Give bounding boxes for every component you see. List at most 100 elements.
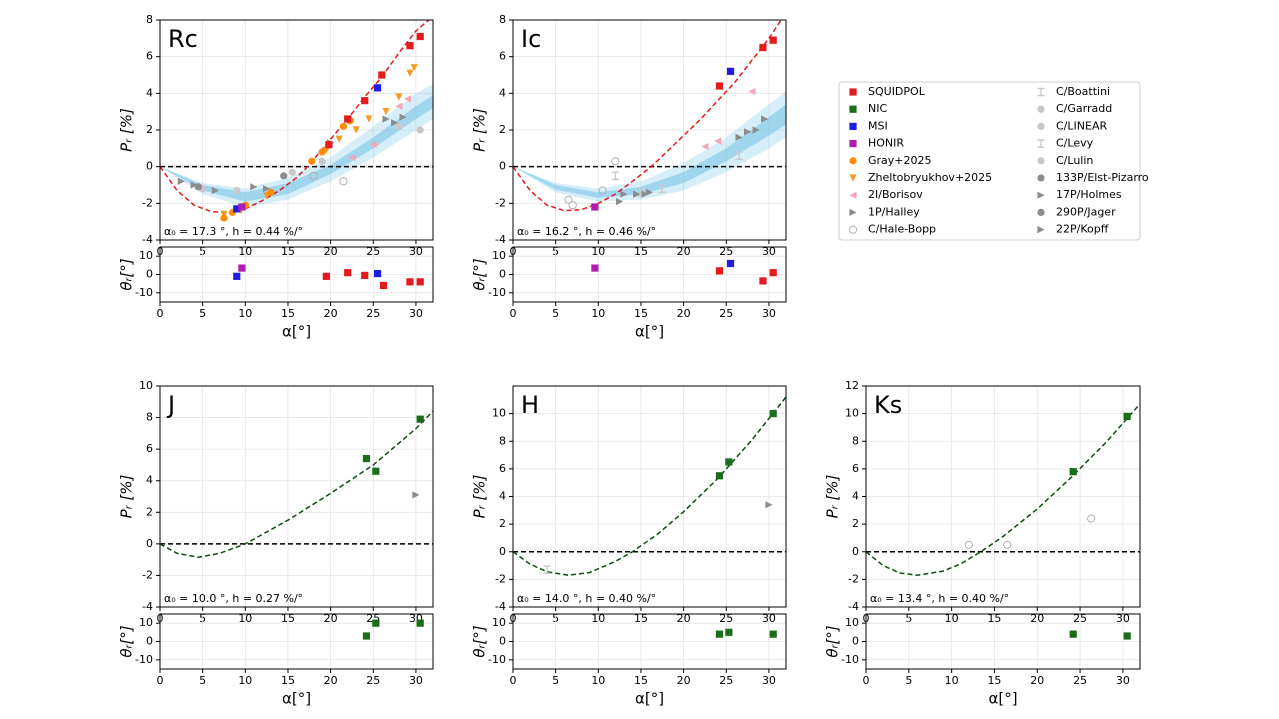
legend-marker [1037,191,1045,199]
data-point [344,269,352,277]
legend-label: C/Hale-Bopp [868,223,936,236]
plot-area [866,386,1140,607]
x-tick-label: 30 [762,307,776,320]
y-tick-label: 6 [852,462,859,475]
series [564,157,620,210]
y-tick-label: -10 [135,653,153,666]
x-axis-label: α[°] [282,323,311,341]
data-point [715,630,724,638]
panel-label: J [166,391,175,419]
series [726,259,735,268]
legend-label: C/Garradd [1056,102,1112,115]
fit-annotation: α₀ = 10.0 °, h = 0.27 %/° [164,592,303,605]
data-point [1003,540,1012,549]
axes-frame [159,19,434,241]
data-point [379,281,388,290]
data-point [361,97,369,105]
data-point [325,141,333,149]
fit-annotation: α₀ = 16.2 °, h = 0.46 %/° [517,225,656,238]
series [1069,412,1131,476]
data-point [725,628,733,636]
data-point [761,115,769,123]
y-tick-label: 2 [852,517,859,530]
y-tick-label: 2 [146,123,153,136]
axes-frame [159,246,434,303]
data-point [759,43,767,52]
series [591,264,599,272]
model-band [513,91,786,202]
data-point [339,177,348,186]
y-tick-label: 0 [499,268,506,281]
y-axis-label: Pᵣ [%] [824,475,842,519]
data-point [620,190,628,198]
y-tick-label: 4 [499,86,506,99]
y-tick-label: 0 [146,635,153,648]
y-tick-label: 0 [146,537,153,550]
fit-annotation: α₀ = 14.0 °, h = 0.40 %/° [517,592,656,605]
data-point [406,42,414,50]
data-point [1069,630,1077,638]
data-point [372,619,380,627]
y-tick-label: -10 [488,653,506,666]
model-band [160,95,433,202]
legend-label: C/Levy [1056,137,1094,150]
y-tick-label: 2 [146,505,153,518]
y-axis-label: Pᵣ [%] [471,108,489,152]
y-tick-label: -10 [488,286,506,299]
legend-label: 17P/Holmes [1056,188,1122,201]
y-tick-label: 12 [845,379,859,392]
data-point [416,278,424,286]
axes-frame [512,613,787,670]
x-tick-label: 15 [634,674,648,687]
legend-marker [1037,157,1045,165]
y-tick-label: 4 [146,86,153,99]
x-tick-label: 5 [199,674,206,687]
series [715,36,777,90]
data-point [1069,468,1077,476]
legend-label: C/Lulin [1056,154,1093,167]
model-band [160,84,433,207]
data-point [726,67,735,75]
data-point [769,269,777,277]
panel-label: Rc [168,25,198,53]
legend-label: 290P/Jager [1056,205,1116,218]
data-point [633,190,641,198]
x-tick-label: 10 [238,674,252,687]
series [238,264,246,272]
y-tick-label: 8 [499,13,506,26]
data-point [395,93,403,101]
x-tick-label: 0 [510,307,517,320]
series [620,115,769,198]
y-tick-label: 10 [492,407,506,420]
x-tick-label: 20 [324,674,338,687]
series [715,267,777,285]
legend-label: NIC [868,102,887,115]
y-tick-label: 6 [146,442,153,455]
legend-label: 1P/Halley [868,205,920,218]
y-tick-label: 2 [499,123,506,136]
plot-area [160,247,433,302]
legend-marker [849,122,857,130]
y-tick-label: 10 [492,249,506,262]
y-tick-label: -10 [841,653,859,666]
data-point [369,141,377,149]
data-point [591,264,599,272]
x-tick-label: 0 [863,674,870,687]
series [616,133,743,206]
series [726,67,735,75]
y-axis-label: θᵣ[°] [471,625,489,657]
x-tick-label: 15 [987,674,1001,687]
legend-marker [1037,87,1045,97]
x-tick-label: 5 [199,307,206,320]
legend-marker [1037,139,1045,148]
data-point [339,122,348,130]
data-point [769,410,777,418]
y-tick-label: -2 [142,568,153,581]
legend-label: Zheltobryukhov+2025 [868,171,992,184]
data-point [406,278,414,286]
y-tick-label: 10 [492,616,506,629]
x-tick-label: 15 [634,307,648,320]
data-point [335,135,343,143]
